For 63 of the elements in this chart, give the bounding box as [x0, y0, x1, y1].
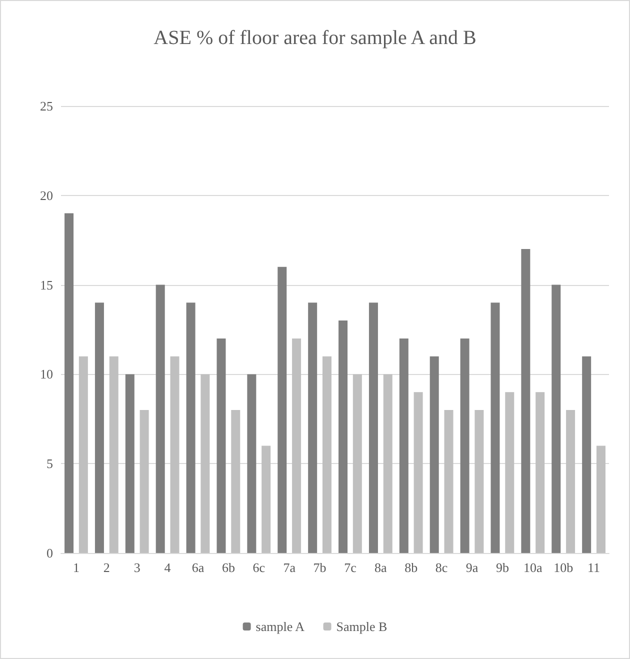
bar	[308, 302, 318, 553]
bar	[94, 302, 104, 553]
y-tick-label: 0	[46, 546, 53, 560]
x-tick-label: 11	[588, 560, 600, 575]
bar	[156, 284, 165, 553]
bar	[140, 410, 149, 553]
x-tick-label: 3	[134, 560, 140, 575]
x-tick-label: 10a	[524, 560, 542, 575]
x-tick-label: 4	[164, 560, 172, 575]
x-tick-label: 8c	[435, 560, 448, 575]
x-tick-label: 7c	[344, 560, 357, 575]
legend-label: sample A	[256, 619, 306, 634]
bar	[186, 302, 196, 553]
bar	[566, 410, 576, 553]
bar	[582, 356, 592, 553]
x-tick-label: 7b	[313, 560, 326, 575]
bar	[125, 374, 134, 553]
bar	[444, 410, 454, 553]
x-tick-label: 2	[103, 560, 110, 575]
bar	[474, 410, 484, 553]
bar	[352, 374, 362, 553]
bar	[262, 446, 271, 553]
x-tick-label: 6c	[252, 560, 266, 575]
bar	[216, 338, 226, 553]
bar	[490, 302, 500, 553]
x-tick-label: 7a	[283, 560, 296, 575]
bar	[200, 374, 210, 553]
y-tick-label: 15	[40, 277, 53, 292]
bar	[596, 446, 606, 553]
bar	[278, 266, 287, 553]
bar	[231, 410, 240, 553]
y-tick-label: 25	[40, 98, 53, 114]
bar	[460, 338, 470, 553]
x-tick-label: 9b	[496, 560, 509, 575]
y-tick-label: 10	[40, 366, 53, 382]
x-tick-label: 9a	[466, 560, 478, 575]
bar	[109, 356, 118, 553]
bar	[292, 338, 302, 553]
x-tick-label: 10b	[554, 560, 574, 575]
x-tick-label: 8b	[404, 560, 418, 575]
bar	[322, 356, 332, 553]
bar	[64, 213, 74, 553]
bar	[383, 374, 392, 553]
y-tick-label: 20	[40, 188, 53, 203]
y-tick-label: 5	[46, 456, 53, 472]
x-tick-label: 6a	[192, 560, 204, 575]
chart-title: ASE % of floor area for sample A and B	[154, 27, 476, 49]
bar	[536, 392, 545, 553]
bar	[399, 338, 408, 553]
bar	[368, 302, 378, 553]
bar	[521, 249, 530, 553]
bar	[552, 284, 561, 553]
bar	[414, 392, 423, 553]
bar	[78, 356, 88, 553]
x-tick-label: 1	[72, 560, 80, 575]
bar	[247, 374, 256, 553]
x-tick-label: 8a	[374, 560, 388, 575]
bar	[505, 392, 514, 553]
legend-label: Sample B	[336, 619, 388, 634]
bar	[170, 356, 180, 553]
bar	[430, 356, 439, 553]
bar	[338, 320, 348, 553]
x-tick-label: 6b	[222, 560, 235, 575]
